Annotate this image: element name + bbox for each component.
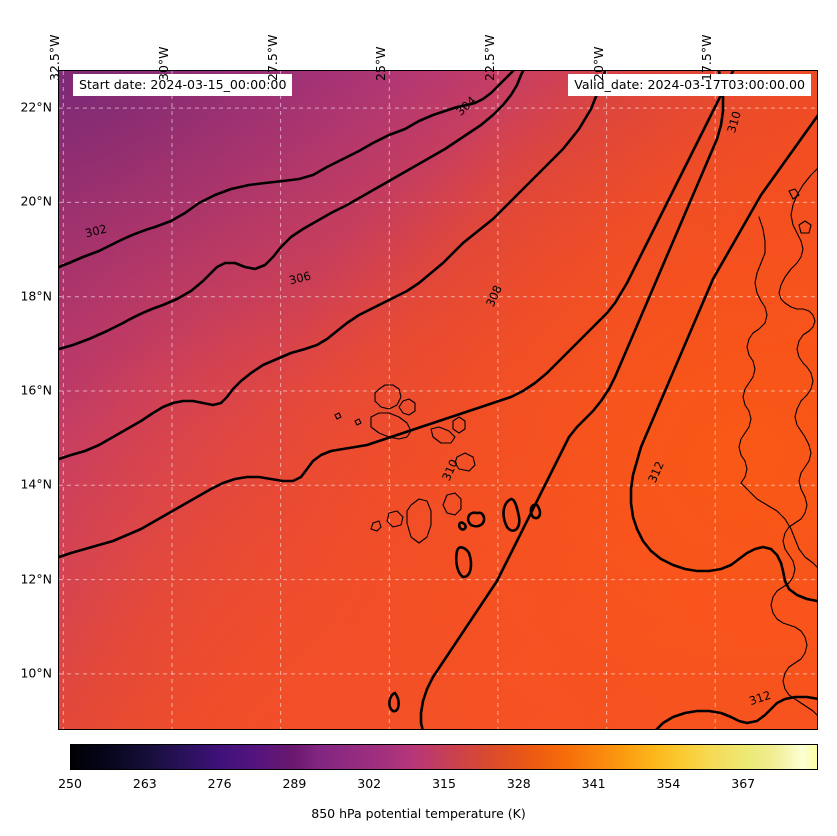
island-sal [452, 416, 466, 434]
contour-310a [419, 71, 725, 729]
colorbar-gradient [70, 744, 818, 770]
ytick-label-20n: 20°N [20, 193, 52, 209]
xtick-label-5: 20°W [590, 46, 606, 81]
xtick-label-4: 22.5°W [481, 34, 497, 81]
contour-302 [59, 71, 515, 269]
coastline-guinea [740, 482, 817, 568]
ytick-label-12n: 12°N [20, 571, 52, 587]
colorbar-tick-250: 250 [58, 776, 82, 791]
contour-310c [466, 511, 486, 528]
island-boa-vista [454, 452, 476, 472]
colorbar-tick-302: 302 [357, 776, 382, 791]
coastlines [334, 168, 817, 716]
island-tiny-b [354, 418, 362, 426]
coastline-west-africa [770, 168, 817, 716]
colorbar[interactable] [70, 744, 818, 770]
coastline-senegal [738, 216, 768, 484]
colorbar-tick-289: 289 [282, 776, 307, 791]
colorbar-tick-263: 263 [132, 776, 157, 791]
colorbar-tick-276: 276 [207, 776, 232, 791]
xtick-label-3: 25°W [373, 46, 389, 81]
contour-310g [388, 691, 400, 713]
xtick-label-1: 30°W [156, 46, 171, 81]
island-santiago [406, 498, 432, 544]
map-svg [59, 71, 817, 729]
colorbar-tick-354: 354 [656, 776, 681, 791]
start-date-annotation: Start date: 2024-03-15_00:00:00 [73, 74, 293, 96]
island-santo-antao [374, 384, 402, 410]
ytick-label-22n: 22°N [20, 99, 52, 115]
contour-310b [457, 521, 467, 531]
xtick-label-0: 32.5°W [47, 34, 63, 81]
colorbar-tick-367: 367 [731, 776, 756, 791]
theta-contours [59, 71, 817, 729]
contour-310e [529, 503, 542, 520]
colorbar-tick-328: 328 [506, 776, 531, 791]
colorbar-tick-315: 315 [432, 776, 456, 791]
contour-308 [59, 71, 735, 559]
island-tiny-a [334, 412, 342, 420]
contour-310f [454, 546, 473, 579]
island-fogo [442, 492, 462, 516]
contour-312b [655, 695, 817, 729]
island-brava [386, 510, 404, 528]
ytick-label-10n: 10°N [20, 665, 52, 681]
map-plot-area[interactable]: 302 304 306 308 310 310 312 312 Start da… [58, 70, 818, 730]
ytick-label-14n: 14°N [20, 476, 52, 492]
ytick-label-18n: 18°N [20, 288, 52, 304]
xtick-label-6: 17.5°W [699, 34, 715, 81]
island-rombos [370, 520, 382, 532]
island-ne-a [798, 220, 812, 234]
contour-306 [59, 71, 607, 461]
ytick-label-16n: 16°N [20, 382, 52, 398]
island-sao-nicolau [370, 412, 412, 440]
island-sao-vicente [398, 398, 416, 416]
island-ne-b [788, 188, 800, 200]
colorbar-tick-341: 341 [581, 776, 606, 791]
colorbar-axis-label: 850 hPa potential temperature (K) [311, 806, 526, 821]
contour-310d [502, 497, 521, 532]
contour-312a [629, 114, 817, 603]
xtick-label-2: 27.5°W [264, 34, 280, 81]
valid-date-annotation: Valid_date: 2024-03-17T03:00:00.00 [568, 74, 811, 96]
island-maio [430, 426, 456, 444]
contour-304 [59, 71, 525, 351]
